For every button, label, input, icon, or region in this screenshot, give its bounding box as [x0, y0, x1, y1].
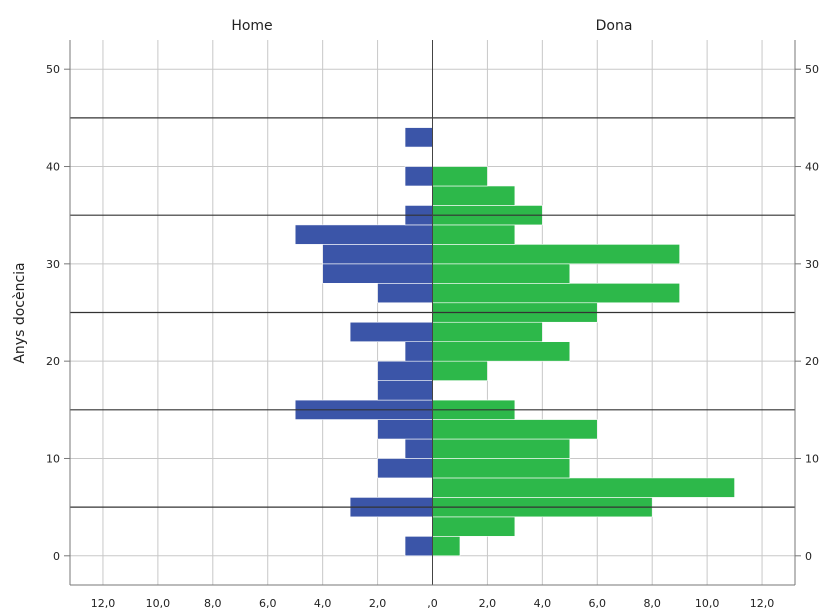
bar-dona — [432, 516, 516, 537]
panel-title-home: Home — [231, 18, 272, 34]
x-tick-label: 6,0 — [589, 597, 607, 610]
x-tick-label: 4,0 — [314, 597, 332, 610]
x-tick-label: 10,0 — [695, 597, 720, 610]
bar-home — [404, 438, 433, 459]
bar-dona — [432, 166, 488, 187]
bar-home — [322, 263, 433, 284]
y-tick-label-left: 50 — [46, 63, 60, 76]
y-tick-label-left: 10 — [46, 452, 60, 465]
bar-home — [349, 321, 433, 342]
y-tick-label-left: 0 — [53, 550, 60, 563]
bar-home — [377, 380, 433, 401]
y-tick-label-right: 40 — [805, 161, 819, 174]
bar-dona — [432, 360, 488, 381]
bar-dona — [432, 263, 571, 284]
bar-dona — [432, 224, 516, 245]
bar-dona — [432, 419, 598, 440]
panel-title-dona: Dona — [596, 18, 633, 34]
bar-home — [404, 127, 433, 148]
bar-dona — [432, 283, 680, 304]
x-tick-label: 8,0 — [204, 597, 222, 610]
bar-dona — [432, 321, 543, 342]
x-tick-label: 8,0 — [643, 597, 661, 610]
bar-home — [404, 341, 433, 362]
bar-dona — [432, 458, 571, 479]
x-tick-label: 2,0 — [369, 597, 387, 610]
bar-dona — [432, 536, 461, 557]
axes — [64, 40, 801, 586]
bar-dona — [432, 185, 516, 206]
x-tick-label: 4,0 — [534, 597, 552, 610]
bar-home — [322, 244, 433, 265]
bar-home — [377, 360, 433, 381]
bar-dona — [432, 477, 735, 498]
x-tick-label: 12,0 — [750, 597, 775, 610]
bar-dona — [432, 244, 680, 265]
y-tick-label-right: 50 — [805, 63, 819, 76]
y-tick-label-right: 10 — [805, 452, 819, 465]
bar-home — [294, 224, 433, 245]
x-tick-label: 10,0 — [146, 597, 171, 610]
bar-dona — [432, 438, 571, 459]
x-tick-label: 6,0 — [259, 597, 277, 610]
y-tick-label-left: 20 — [46, 355, 60, 368]
y-tick-label-right: 20 — [805, 355, 819, 368]
x-tick-label: ,0 — [427, 597, 438, 610]
bar-home — [377, 419, 433, 440]
bar-dona — [432, 341, 571, 362]
bar-home — [404, 536, 433, 557]
bars — [294, 127, 735, 557]
bar-home — [377, 283, 433, 304]
y-tick-label-left: 40 — [46, 161, 60, 174]
x-tick-label: 2,0 — [479, 597, 497, 610]
y-tick-label-left: 30 — [46, 258, 60, 271]
x-tick-label: 12,0 — [91, 597, 116, 610]
tick-labels: 12,0 10,0 8,0 6,0 4,0 2,0 ,0 2,0 4,0 6,0 8,0 10,0 12… — [46, 63, 819, 610]
y-tick-label-right: 0 — [805, 550, 812, 563]
y-axis-title: Anys docència — [12, 262, 28, 363]
bar-home — [404, 166, 433, 187]
bar-home — [377, 458, 433, 479]
y-tick-label-right: 30 — [805, 258, 819, 271]
